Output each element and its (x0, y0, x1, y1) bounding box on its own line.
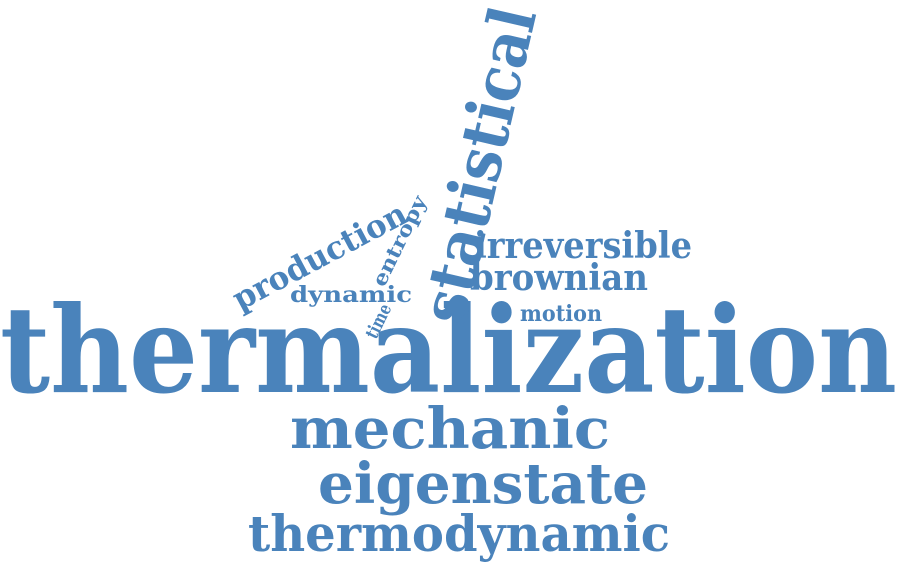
word-motion: motion (520, 301, 602, 327)
word-dynamic: dynamic (290, 282, 412, 308)
word-brownian: brownian (470, 257, 648, 299)
word-irreversible: irreversible (474, 225, 692, 267)
word-mechanic: mechanic (290, 396, 610, 462)
word-thermodynamic: thermodynamic (248, 504, 670, 563)
word-eigenstate: eigenstate (318, 451, 648, 517)
word-thermalization: thermalization (0, 280, 897, 421)
